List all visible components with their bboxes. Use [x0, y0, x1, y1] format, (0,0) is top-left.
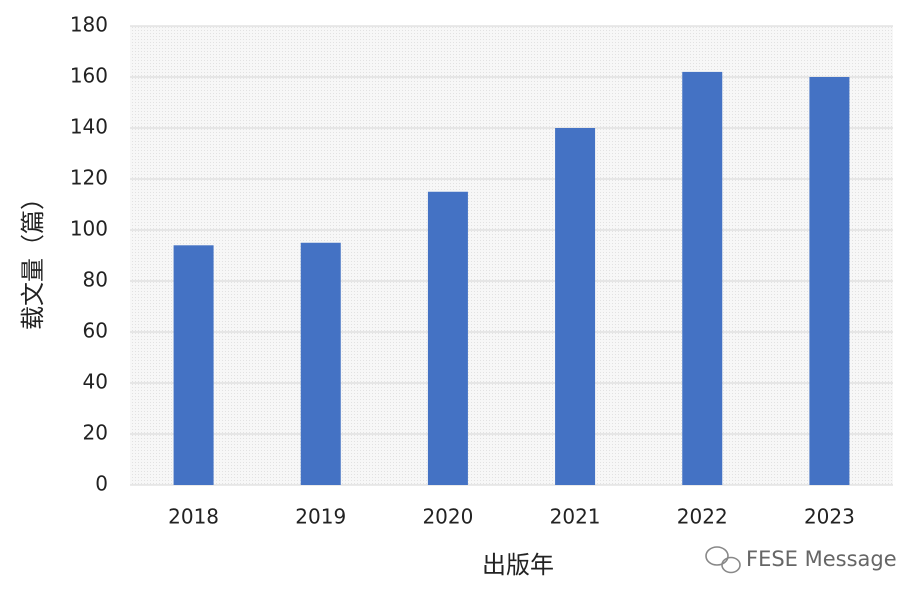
- y-tick-label: 160: [70, 64, 108, 88]
- y-tick-label: 20: [83, 421, 108, 445]
- watermark-icon: [705, 546, 741, 574]
- y-tick-label: 140: [70, 115, 108, 139]
- y-tick-label: 120: [70, 166, 108, 190]
- x-tick-label: 2021: [550, 505, 601, 529]
- y-tick-label: 0: [95, 472, 108, 496]
- y-tick-label: 180: [70, 13, 108, 37]
- bar: [300, 242, 341, 485]
- bar: [809, 77, 850, 485]
- bar: [555, 128, 596, 485]
- y-tick-label: 80: [83, 268, 108, 292]
- x-tick-label: 2020: [422, 505, 473, 529]
- y-tick-label: 40: [83, 370, 108, 394]
- y-axis-title: 载文量（篇）: [19, 186, 47, 330]
- plot-area: [130, 26, 893, 485]
- y-tick-label: 60: [83, 319, 108, 343]
- x-tick-label: 2019: [295, 505, 346, 529]
- y-tick-label: 100: [70, 217, 108, 241]
- x-tick-label: 2018: [168, 505, 219, 529]
- bar: [427, 191, 468, 485]
- bar: [682, 71, 723, 486]
- watermark: FESE Message: [746, 547, 897, 571]
- x-tick-label: 2022: [677, 505, 728, 529]
- bar: [173, 245, 214, 485]
- x-axis-title: 出版年: [482, 551, 554, 579]
- x-tick-label: 2023: [804, 505, 855, 529]
